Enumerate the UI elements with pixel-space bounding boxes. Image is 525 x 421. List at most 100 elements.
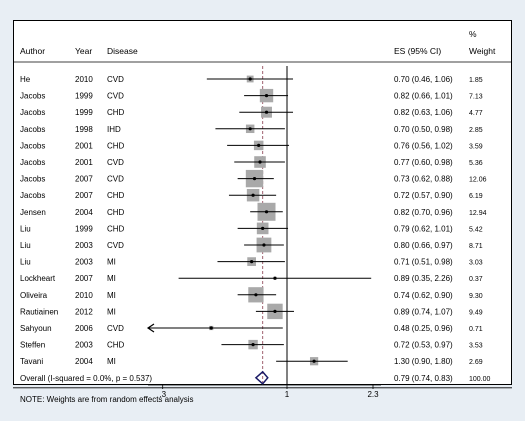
- study-disease-label: CVD: [107, 92, 124, 101]
- col-header-es: ES (95% CI): [394, 46, 441, 56]
- study-year-label: 2010: [75, 75, 93, 84]
- study-point-estimate: [250, 260, 254, 264]
- study-weight-label: 7.13: [469, 94, 483, 101]
- study-weight-label: 12.06: [469, 177, 487, 184]
- study-disease-label: MI: [107, 291, 116, 300]
- study-weight-label: 8.71: [469, 243, 483, 250]
- study-year-label: 2004: [75, 208, 93, 217]
- study-es-label: 0.76 (0.56, 1.02): [394, 141, 453, 150]
- study-year-label: 1998: [75, 125, 93, 134]
- study-point-estimate: [209, 326, 213, 330]
- study-es-label: 0.80 (0.66, 0.97): [394, 241, 453, 250]
- col-header-weight: Weight: [469, 46, 496, 56]
- study-es-label: 0.72 (0.53, 0.97): [394, 341, 453, 350]
- study-disease-label: CVD: [107, 158, 124, 167]
- overall-label: Overall (I-squared = 0.0%, p = 0.537): [20, 374, 152, 383]
- study-es-label: 0.89 (0.35, 2.26): [394, 274, 453, 283]
- study-disease-label: CVD: [107, 241, 124, 250]
- study-year-label: 2003: [75, 258, 93, 267]
- study-disease-label: CHD: [107, 108, 125, 117]
- study-author-label: He: [20, 75, 31, 84]
- study-year-label: 2007: [75, 191, 93, 200]
- study-weight-label: 6.19: [469, 193, 483, 200]
- study-year-label: 1999: [75, 224, 93, 233]
- study-disease-label: CVD: [107, 175, 124, 184]
- study-author-label: Liu: [20, 258, 31, 267]
- study-point-estimate: [262, 243, 266, 247]
- study-author-label: Jacobs: [20, 141, 45, 150]
- study-point-estimate: [258, 160, 262, 164]
- study-es-label: 0.71 (0.51, 0.98): [394, 258, 453, 267]
- study-year-label: 2001: [75, 141, 93, 150]
- x-tick-label: .3: [159, 390, 166, 399]
- study-es-label: 0.82 (0.70, 0.96): [394, 208, 453, 217]
- study-disease-label: CHD: [107, 341, 125, 350]
- study-disease-label: CHD: [107, 191, 125, 200]
- study-es-label: 0.48 (0.25, 0.96): [394, 324, 453, 333]
- study-year-label: 1999: [75, 108, 93, 117]
- col-header-disease: Disease: [107, 46, 138, 56]
- study-author-label: Jacobs: [20, 125, 45, 134]
- study-es-label: 1.30 (0.90, 1.80): [394, 357, 453, 366]
- study-point-estimate: [273, 309, 277, 313]
- study-point-estimate: [261, 226, 265, 230]
- overall-diamond: [254, 370, 269, 385]
- study-weight-label: 9.49: [469, 309, 483, 316]
- col-header-weight-pct: %: [469, 29, 477, 39]
- study-year-label: 2006: [75, 324, 93, 333]
- study-author-label: Lockheart: [20, 274, 56, 283]
- col-header-author: Author: [20, 46, 45, 56]
- study-year-label: 2003: [75, 241, 93, 250]
- study-weight-label: 3.03: [469, 260, 483, 267]
- study-weight-label: 3.59: [469, 143, 483, 150]
- study-author-label: Tavani: [20, 357, 43, 366]
- study-year-label: 2007: [75, 175, 93, 184]
- study-author-label: Jacobs: [20, 108, 45, 117]
- study-point-estimate: [257, 143, 261, 147]
- study-disease-label: MI: [107, 258, 116, 267]
- x-tick-label: 2.3: [367, 390, 379, 399]
- study-point-estimate: [251, 193, 255, 197]
- study-ci-arrow: [146, 323, 155, 333]
- study-es-label: 0.82 (0.63, 1.06): [394, 108, 453, 117]
- study-author-label: Steffen: [20, 341, 45, 350]
- study-disease-label: MI: [107, 357, 116, 366]
- study-disease-label: CVD: [107, 75, 124, 84]
- study-year-label: 2010: [75, 291, 93, 300]
- study-weight-label: 12.94: [469, 210, 487, 217]
- study-weight-label: 5.42: [469, 226, 483, 233]
- study-weight-label: 1.85: [469, 77, 483, 84]
- study-year-label: 2003: [75, 341, 93, 350]
- study-disease-label: CHD: [107, 141, 125, 150]
- study-point-estimate: [264, 110, 269, 114]
- study-point-estimate: [312, 359, 316, 363]
- weights-note: NOTE: Weights are from random effects an…: [20, 395, 194, 404]
- study-author-label: Jacobs: [20, 158, 45, 167]
- study-es-label: 0.70 (0.50, 0.98): [394, 125, 453, 134]
- study-year-label: 2012: [75, 307, 93, 316]
- study-point-estimate: [264, 94, 269, 98]
- col-header-year: Year: [75, 46, 92, 56]
- study-es-label: 0.89 (0.74, 1.07): [394, 307, 453, 316]
- study-author-label: Liu: [20, 241, 31, 250]
- study-author-label: Jacobs: [20, 175, 45, 184]
- overall-es-label: 0.79 (0.74, 0.83): [394, 374, 453, 383]
- study-author-label: Jacobs: [20, 92, 45, 101]
- study-disease-label: CHD: [107, 224, 125, 233]
- study-point-estimate: [252, 177, 257, 181]
- study-weight-label: 0.37: [469, 276, 483, 283]
- study-es-label: 0.70 (0.46, 1.06): [394, 75, 453, 84]
- study-weight-label: 2.85: [469, 127, 483, 134]
- study-weight-label: 4.77: [469, 110, 483, 117]
- study-author-label: Sahyoun: [20, 324, 52, 333]
- study-point-estimate: [251, 343, 255, 347]
- study-point-estimate: [273, 276, 277, 280]
- study-weight-label: 0.71: [469, 326, 483, 333]
- study-disease-label: MI: [107, 307, 116, 316]
- study-point-estimate: [264, 210, 269, 214]
- study-author-label: Jacobs: [20, 191, 45, 200]
- study-year-label: 2007: [75, 274, 93, 283]
- study-es-label: 0.79 (0.62, 1.01): [394, 224, 453, 233]
- study-disease-label: CHD: [107, 208, 125, 217]
